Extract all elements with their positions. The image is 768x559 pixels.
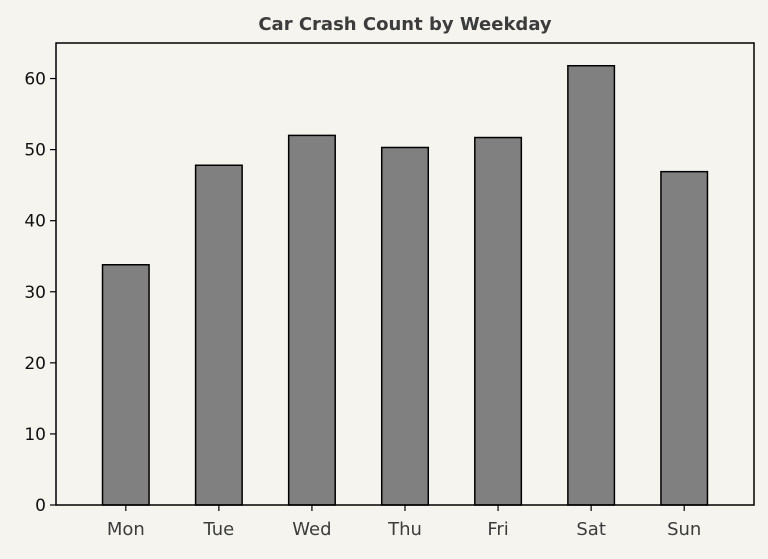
x-tick-label-tue: Tue xyxy=(202,519,234,540)
x-tick-label-wed: Wed xyxy=(292,519,331,540)
x-tick-label-thu: Thu xyxy=(387,519,422,540)
bar-thu xyxy=(380,146,430,506)
bar-fri xyxy=(474,136,523,506)
chart-title: Car Crash Count by Weekday xyxy=(258,14,552,35)
y-axis-ticks: 0 10 20 30 40 50 60 xyxy=(24,70,56,516)
y-tick-label: 50 xyxy=(24,141,46,161)
y-tick-label: 0 xyxy=(35,496,46,516)
x-tick-label-sun: Sun xyxy=(667,519,701,540)
y-tick-label: 60 xyxy=(24,70,46,90)
y-tick-label: 30 xyxy=(24,283,46,303)
bar-tue xyxy=(194,164,243,506)
x-tick-label-mon: Mon xyxy=(107,519,145,540)
bars-layer xyxy=(101,64,709,506)
plot-area-frame xyxy=(55,42,755,506)
y-tick-label: 10 xyxy=(24,425,46,445)
x-tick-label-sat: Sat xyxy=(576,519,606,540)
x-tick-label-fri: Fri xyxy=(487,519,508,540)
bar-mon xyxy=(101,264,150,506)
y-tick-label: 40 xyxy=(24,212,46,232)
bar-wed xyxy=(287,134,336,506)
bar-sat xyxy=(567,64,616,506)
y-tick-label: 20 xyxy=(24,354,46,374)
x-axis-ticks: Mon Tue Wed Thu Fri Sat Sun xyxy=(107,505,701,540)
bar-sun xyxy=(660,170,709,506)
